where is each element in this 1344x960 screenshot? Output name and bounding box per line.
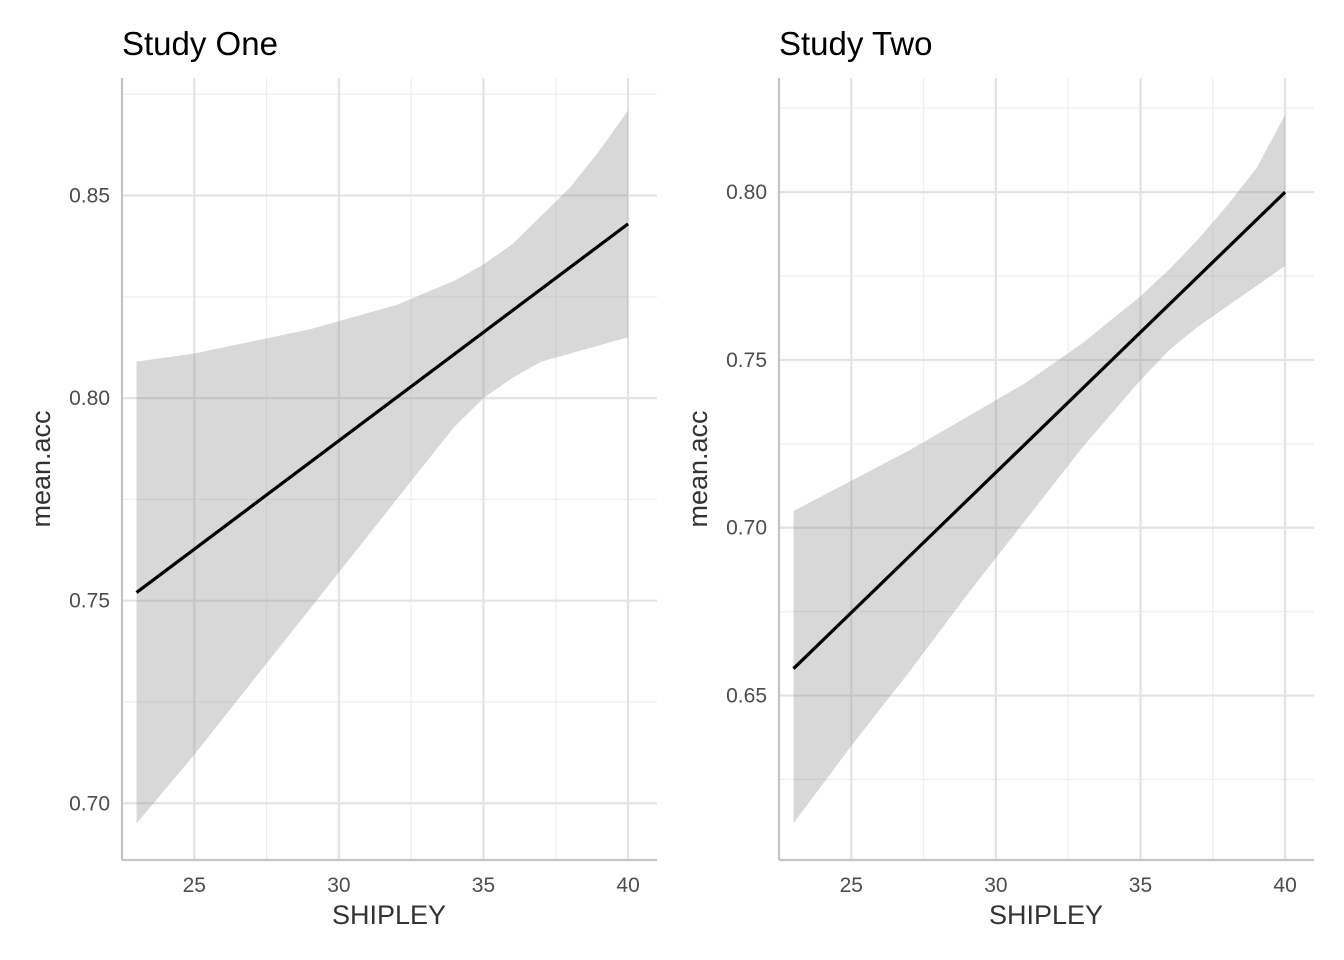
x-tick-label: 35 [472,874,495,897]
y-tick-label: 0.65 [726,685,767,708]
y-tick-label: 0.70 [69,792,110,815]
tick-labels: 25 30 35 40 0.65 0.70 0.75 0.80 [726,181,1297,897]
x-axis-label: SHIPLEY [989,900,1103,930]
panel-title: Study Two [779,25,932,62]
x-tick-label: 35 [1129,874,1152,897]
x-tick-label: 25 [840,874,863,897]
x-axis-label: SHIPLEY [332,900,446,930]
y-tick-label: 0.70 [726,517,767,540]
data-layer [135,110,630,824]
y-axis-label: mean.acc [683,410,713,527]
tick-labels: 25 30 35 40 0.70 0.75 0.80 0.85 [69,185,640,897]
panel-title: Study One [122,25,278,62]
regression-line [792,190,1287,670]
y-tick-label: 0.80 [69,387,110,410]
y-tick-label: 0.75 [69,590,110,613]
x-tick-label: 25 [183,874,206,897]
confidence-ribbon [136,110,629,824]
x-tick-label: 40 [616,874,639,897]
axes [777,78,1314,862]
x-tick-label: 30 [327,874,350,897]
major-gridlines [779,78,1314,860]
y-tick-label: 0.80 [726,181,767,204]
panel-study-two: Study Two 25 30 35 40 0.65 0.70 0.75 0.80 SHIPL… [683,25,1314,930]
confidence-ribbon [793,114,1286,824]
data-layer [792,114,1287,824]
regression-line [135,222,630,594]
x-tick-label: 30 [984,874,1007,897]
y-axis-label: mean.acc [26,410,56,527]
panel-study-one: Study One 25 30 35 40 0.70 0.75 0.80 0.85 SHIPL… [26,25,657,930]
major-gridlines [122,78,657,860]
y-tick-label: 0.75 [726,349,767,372]
y-tick-label: 0.85 [69,185,110,208]
x-tick-label: 40 [1273,874,1296,897]
axes [120,78,657,862]
